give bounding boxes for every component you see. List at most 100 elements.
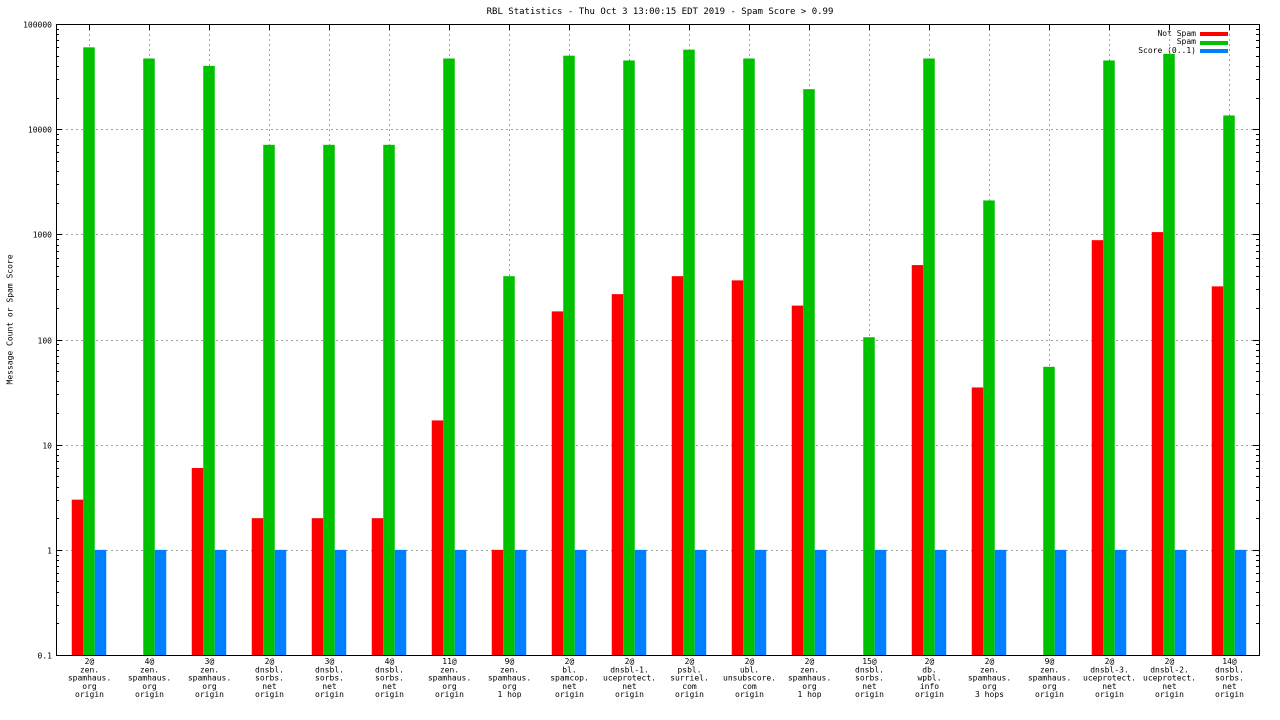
x-tick-label: 2@ dnsbl-1. uceprotect. net origin: [603, 657, 656, 699]
bar-score: [694, 549, 707, 655]
x-tick-label-line: net: [562, 682, 577, 691]
bar-not-spam: [671, 276, 684, 655]
x-tick-label-line: 1 hop: [797, 690, 821, 699]
bar-score: [154, 549, 167, 655]
x-tick-label-line: origin: [75, 690, 104, 699]
x-tick-label-line: 3@: [205, 657, 215, 666]
x-tick-label: 2@ psbl. surriel. com origin: [670, 657, 709, 699]
legend-item-spam: Spam: [1138, 37, 1228, 47]
x-tick-label-line: dnsbl.: [855, 665, 884, 674]
bar-spam: [1103, 60, 1115, 656]
x-tick-label-line: origin: [1155, 690, 1184, 699]
bar-not-spam: [71, 499, 84, 655]
x-tick-label-line: sorbs.: [375, 674, 404, 683]
legend: Not Spam Spam Score (0..1): [1138, 29, 1228, 55]
x-tick-label-line: db.: [922, 665, 936, 674]
bar-not-spam: [371, 518, 384, 655]
bar-spam: [743, 58, 755, 655]
bar-spam: [683, 49, 695, 655]
bar-score: [94, 549, 107, 655]
x-tick-label-line: spamhaus.: [968, 674, 1011, 683]
bar-not-spam: [611, 294, 624, 655]
x-tick-label-line: 3 hops: [975, 690, 1004, 699]
bar-not-spam: [191, 467, 204, 655]
bar-score: [754, 549, 767, 655]
x-tick-label-line: zen.: [140, 665, 159, 674]
bar-score: [874, 549, 887, 655]
legend-item-not-spam: Not Spam: [1138, 29, 1228, 38]
x-tick-label: 3@ dnsbl. sorbs. net origin: [315, 657, 344, 699]
x-tick-label-line: zen.: [1040, 665, 1059, 674]
x-tick-label-line: dnsbl.: [1215, 665, 1244, 674]
x-tick-label-line: origin: [315, 690, 344, 699]
bar-score: [1174, 549, 1187, 655]
bar-score: [394, 549, 407, 655]
x-tick-label-line: ubl.: [740, 665, 759, 674]
x-tick-label-line: spamhaus.: [188, 674, 231, 683]
x-tick-label-line: org: [502, 682, 517, 691]
bar-not-spam: [911, 265, 924, 655]
x-tick-label-line: zen.: [500, 665, 519, 674]
bar-score: [574, 549, 587, 655]
x-tick-label: 2@ dnsbl-3. uceprotect. net origin: [1083, 657, 1136, 699]
bar-spam: [143, 58, 155, 655]
bar-spam: [983, 200, 995, 656]
x-tick-label-line: net: [862, 682, 877, 691]
bar-score: [514, 549, 527, 655]
x-tick-label-line: 2@: [265, 657, 275, 666]
x-tick-label-line: 2@: [85, 657, 95, 666]
x-tick-label-line: org: [142, 682, 157, 691]
bar-score: [1114, 549, 1127, 655]
legend-label-score: Score (0..1): [1138, 45, 1196, 55]
x-tick-label-line: uceprotect.: [1083, 674, 1136, 683]
x-tick-label-line: 2@: [1165, 657, 1175, 666]
x-tick-label-line: 9@: [505, 657, 515, 666]
x-tick-label-line: org: [442, 682, 457, 691]
x-tick-label: 9@ zen. spamhaus. org 1 hop: [488, 657, 531, 699]
x-tick-label-line: 4@: [385, 657, 395, 666]
x-tick-label-line: net: [322, 682, 337, 691]
x-tick-label: 9@ zen. spamhaus. org origin: [1028, 657, 1071, 699]
bar-not-spam: [1211, 286, 1224, 655]
x-tick-label-line: sorbs.: [855, 674, 884, 683]
x-tick-label-line: info: [920, 682, 939, 691]
x-tick-label-line: uceprotect.: [1143, 674, 1196, 683]
bar-not-spam: [731, 280, 744, 655]
x-tick-label-line: 4@: [145, 657, 155, 666]
y-tick-label: 0.1: [38, 652, 53, 661]
legend-swatch-not-spam: [1200, 32, 1228, 37]
x-tick-label-line: org: [802, 682, 817, 691]
bar-score: [934, 549, 947, 655]
x-tick-label-line: origin: [435, 690, 464, 699]
x-tick-label-line: unsubscore.: [723, 674, 776, 683]
x-tick-label: 2@ dnsbl-2. uceprotect. net origin: [1143, 657, 1196, 699]
x-tick-label-line: 2@: [745, 657, 755, 666]
bar-spam: [383, 144, 395, 655]
bar-score: [274, 549, 287, 655]
x-tick-label-line: origin: [855, 690, 884, 699]
x-tick-label-line: psbl.: [677, 665, 701, 674]
x-tick-label-line: dnsbl-1.: [610, 665, 649, 674]
x-tick-label-line: spamhaus.: [428, 674, 471, 683]
bar-spam: [623, 60, 635, 656]
x-tick-label-line: spamhaus.: [788, 674, 831, 683]
x-tick-label-line: com: [682, 682, 697, 691]
x-tick-label-line: 11@: [442, 657, 457, 666]
x-tick-label: 15@ dnsbl. sorbs. net origin: [855, 657, 884, 699]
x-tick-label-line: origin: [195, 690, 224, 699]
legend-label-spam: Spam: [1176, 37, 1196, 47]
x-tick-label: 2@ db. wpbl. info origin: [915, 657, 944, 699]
x-tick-label-line: dnsbl-2.: [1150, 665, 1189, 674]
bar-spam: [323, 144, 335, 655]
x-tick-label-line: zen.: [200, 665, 219, 674]
legend-swatch-score: [1200, 48, 1228, 53]
x-tick-label: 2@ zen. spamhaus. org 3 hops: [968, 657, 1011, 699]
x-tick-label: 2@ zen. spamhaus. org 1 hop: [788, 657, 831, 699]
x-tick-label-line: uceprotect.: [603, 674, 656, 683]
x-tick-label-line: org: [82, 682, 97, 691]
x-tick-label: 11@ zen. spamhaus. org origin: [428, 657, 471, 699]
x-tick-label-line: dnsbl-3.: [1090, 665, 1129, 674]
bar-not-spam: [1151, 232, 1164, 655]
x-tick-label-line: 15@: [862, 657, 877, 666]
x-tick-label-line: spamhaus.: [488, 674, 531, 683]
